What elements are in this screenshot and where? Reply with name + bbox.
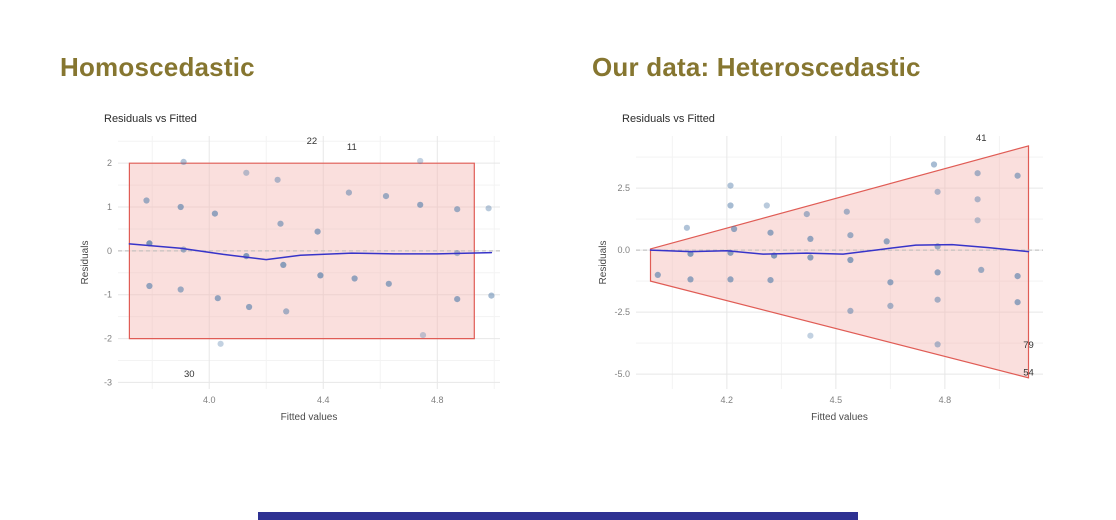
y-tick-label: -5.0 — [614, 369, 630, 379]
data-point — [454, 206, 461, 213]
data-point — [807, 235, 814, 242]
panel-heading-homoscedastic: Homoscedastic — [60, 52, 255, 82]
data-point — [978, 266, 985, 273]
data-point — [417, 157, 424, 165]
data-point — [847, 307, 854, 314]
data-point — [807, 332, 814, 339]
panel-heading-heteroscedastic: Our data: Heteroscedastic — [592, 52, 921, 82]
data-point — [934, 341, 941, 348]
data-point — [727, 202, 734, 209]
data-point — [177, 203, 184, 211]
data-point — [727, 182, 734, 189]
data-point — [314, 228, 321, 235]
data-point — [883, 238, 890, 245]
data-point — [847, 256, 854, 264]
data-point — [974, 196, 981, 203]
data-point — [930, 161, 938, 168]
smooth-line — [128, 243, 493, 261]
y-tick-label: -3 — [104, 377, 112, 387]
smooth-line — [649, 243, 1030, 255]
outlier-label: 79 — [1023, 340, 1034, 351]
data-point — [974, 217, 981, 224]
y-tick-label: 0 — [107, 246, 112, 256]
data-point — [177, 286, 184, 293]
data-point — [417, 201, 424, 208]
outlier-label: 30 — [184, 369, 195, 380]
data-point — [934, 269, 941, 276]
variance-band — [649, 145, 1030, 379]
data-point — [385, 280, 392, 287]
data-point — [217, 340, 224, 347]
outlier-label: 11 — [347, 142, 357, 153]
data-point — [214, 295, 221, 302]
x-tick-label: 4.8 — [431, 395, 444, 405]
data-point — [767, 277, 774, 284]
y-axis-title: Residuals — [598, 241, 609, 285]
x-tick-label: 4.2 — [721, 395, 734, 405]
data-point — [767, 229, 774, 236]
x-axis-title: Fitted values — [281, 412, 338, 423]
data-point — [246, 303, 253, 311]
x-tick-label: 4.8 — [939, 395, 952, 405]
data-point — [803, 211, 810, 218]
data-point — [277, 220, 284, 227]
x-axis-title: Fitted values — [811, 412, 868, 423]
residuals-vs-fitted-chart-heteroscedastic: 41 79 54 4.2 4.5 4.8 2.5 0.0 -2.5 -5.0 Fitted valu… — [598, 113, 1043, 423]
data-point — [654, 271, 661, 278]
y-tick-label: -2 — [104, 334, 112, 344]
data-point — [731, 225, 738, 233]
data-point — [843, 208, 850, 215]
data-point — [143, 197, 150, 204]
data-point — [180, 158, 187, 165]
outlier-label: 54 — [1023, 367, 1034, 378]
outlier-label: 41 — [976, 133, 987, 144]
data-point — [683, 224, 690, 231]
y-axis-title: Residuals — [80, 241, 91, 285]
y-tick-label: 2 — [107, 158, 112, 168]
y-tick-label: 2.5 — [617, 183, 630, 193]
data-point — [488, 292, 495, 299]
data-point — [146, 282, 153, 290]
residuals-vs-fitted-chart-homoscedastic: 22 11 30 4.0 4.4 4.8 2 1 0 -1 -2 -3 Fitted values Res… — [80, 113, 500, 423]
x-tick-label: 4.4 — [317, 395, 330, 405]
data-point — [887, 279, 894, 286]
data-point — [211, 210, 218, 217]
data-point — [274, 176, 281, 183]
data-point — [382, 193, 390, 200]
chart-title: Residuals vs Fitted — [104, 113, 197, 125]
data-point — [807, 254, 814, 261]
data-point — [934, 188, 941, 195]
y-tick-label: 0.0 — [617, 245, 630, 255]
data-point — [763, 202, 770, 209]
data-point — [243, 253, 250, 260]
footer-bar — [258, 512, 858, 520]
y-tick-label: -1 — [104, 290, 112, 300]
data-point — [283, 308, 290, 315]
data-point — [317, 272, 324, 279]
data-point — [351, 275, 358, 282]
data-point — [454, 296, 461, 303]
data-point — [1014, 299, 1021, 306]
data-point — [727, 276, 734, 283]
data-point — [974, 170, 981, 177]
data-point — [1014, 172, 1021, 179]
data-point — [419, 332, 427, 339]
data-point — [1014, 273, 1021, 280]
data-point — [887, 302, 894, 309]
x-tick-label: 4.5 — [830, 395, 843, 405]
data-point — [934, 296, 941, 303]
data-point — [243, 169, 250, 176]
data-point — [345, 189, 352, 196]
data-point — [687, 276, 694, 283]
data-point — [485, 205, 492, 212]
outlier-label: 22 — [307, 136, 318, 147]
y-tick-label: -2.5 — [614, 307, 630, 317]
chart-title: Residuals vs Fitted — [622, 113, 715, 125]
data-point — [280, 261, 287, 268]
data-point — [847, 232, 854, 239]
x-tick-label: 4.0 — [203, 395, 216, 405]
y-tick-label: 1 — [107, 202, 112, 212]
